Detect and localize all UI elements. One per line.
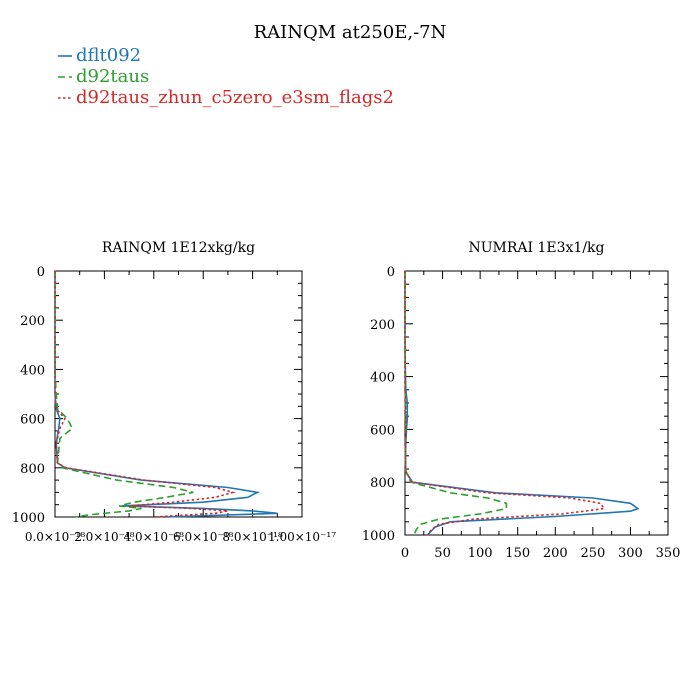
chart-title: RAINQM at250E,-7N	[254, 22, 447, 43]
x-tick-label: 150	[505, 546, 530, 561]
x-tick-label: 200	[543, 546, 568, 561]
x-tick-label: 2.0×10⁻¹⁸	[74, 530, 135, 544]
legend-label: d92taus	[76, 66, 149, 87]
legend-entry-dflt092: dflt092	[58, 45, 141, 66]
y-tick-label: 1000	[362, 529, 395, 544]
series-line-d92taus-zhun-c5zero-e3sm-flags2	[404, 271, 606, 536]
legend-label: d92taus_zhun_c5zero_e3sm_flags2	[76, 87, 394, 108]
panel-title: RAINQM 1E12xkg/kg	[102, 240, 255, 256]
series-line-dflt092	[404, 271, 640, 536]
y-tick-label: 400	[370, 371, 395, 386]
panel-rainqm: RAINQM 1E12xkg/kg 0 200 400 600 800 1000 0.0×10…	[12, 240, 336, 544]
y-tick-label: 800	[370, 476, 395, 491]
legend: dflt092 d92taus d92taus_zhun_c5zero_e3sm…	[58, 45, 394, 108]
x-tick-label: 0	[401, 546, 409, 561]
y-tick-label: 400	[20, 363, 45, 378]
panel-title: NUMRAI 1E3x1/kg	[468, 240, 604, 256]
x-tick-label: 4.0×10⁻¹⁸	[124, 530, 185, 544]
legend-entry-d92taus: d92taus	[58, 66, 149, 87]
x-tick-label: 50	[434, 546, 451, 561]
y-tick-label: 800	[20, 462, 45, 477]
x-tick-label: 100	[468, 546, 493, 561]
legend-entry-d92taus-zhun: d92taus_zhun_c5zero_e3sm_flags2	[58, 87, 394, 108]
x-tick-label: 350	[656, 546, 681, 561]
series-line-d92taus-zhun-c5zero-e3sm-flags2	[54, 271, 236, 518]
y-tick-label: 0	[387, 265, 395, 280]
x-tick-label: 0.0×10⁻¹⁸	[25, 530, 86, 544]
y-tick-label: 200	[20, 314, 45, 329]
x-tick-label: 300	[618, 546, 643, 561]
x-tick-label: 1.00×10⁻¹⁷	[268, 530, 336, 544]
x-tick-label: 6.0×10⁻¹⁸	[173, 530, 234, 544]
panel-numrai: NUMRAI 1E3x1/kg 0 200 400 600 800 1000 0 50 100 15…	[362, 240, 681, 561]
series-line-d92taus	[404, 271, 508, 536]
y-tick-label: 600	[20, 413, 45, 428]
y-tick-label: 1000	[12, 511, 45, 526]
y-tick-label: 600	[370, 423, 395, 438]
y-tick-label: 0	[37, 265, 45, 280]
legend-label: dflt092	[76, 45, 141, 66]
plot-frame	[54, 270, 303, 518]
y-tick-label: 200	[370, 318, 395, 333]
series-line-dflt092	[54, 271, 278, 518]
series-line-d92taus	[54, 271, 194, 518]
x-tick-label: 8.0×10⁻¹⁸	[222, 530, 283, 544]
x-tick-label: 250	[580, 546, 605, 561]
